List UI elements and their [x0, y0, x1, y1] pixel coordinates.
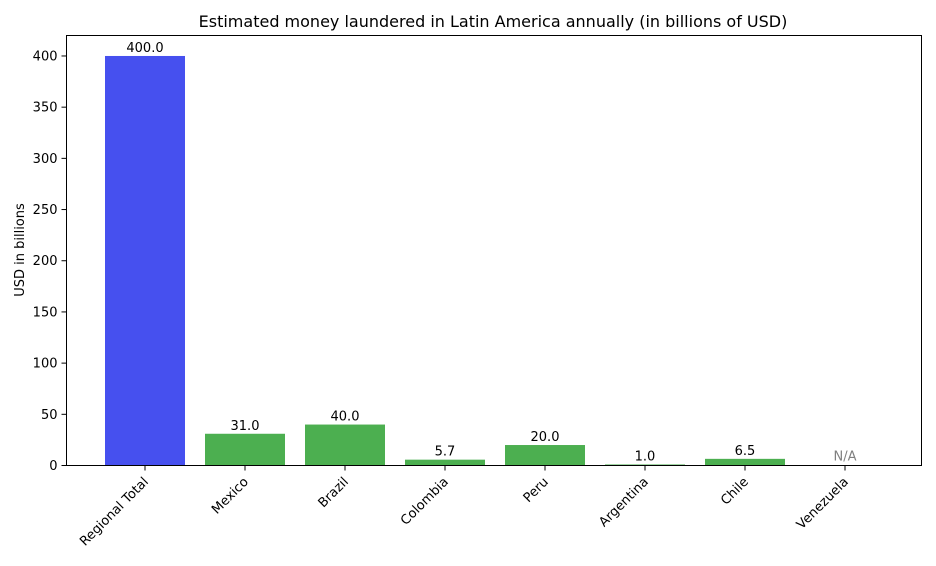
x-tick-label: Chile [718, 475, 752, 509]
x-tick-label: Peru [521, 475, 552, 506]
bar-peru [505, 445, 585, 466]
y-tick-label: 100 [33, 357, 58, 372]
x-tick-label: Brazil [316, 475, 352, 511]
x-tick-label: Venezuela [794, 475, 852, 533]
chart-title: Estimated money laundered in Latin Ameri… [199, 12, 788, 31]
data-label: 6.5 [735, 444, 756, 459]
y-tick-label: 0 [49, 459, 57, 474]
bar-colombia [405, 459, 485, 466]
y-tick-label: 250 [33, 203, 58, 218]
bar-argentina [605, 464, 685, 466]
bar-brazil [305, 424, 385, 466]
x-axis-ticks: Regional Total Mexico Brazil Colombia Peru Ar… [77, 465, 852, 550]
data-label: 1.0 [635, 449, 656, 464]
x-tick-label: Colombia [398, 475, 452, 529]
data-label: N/A [834, 450, 857, 465]
x-tick-label: Mexico [209, 475, 252, 518]
y-axis-ticks: 0 50 100 150 200 250 300 350 400 [33, 49, 67, 474]
y-tick-label: 150 [33, 305, 58, 320]
x-tick-label: Argentina [596, 475, 651, 530]
data-label: 20.0 [531, 430, 560, 445]
plot-frame [66, 35, 922, 466]
data-label: 40.0 [331, 410, 360, 425]
bar-mexico [205, 433, 285, 466]
y-tick-label: 350 [33, 101, 58, 116]
data-label: 5.7 [435, 445, 456, 460]
data-label: 31.0 [231, 419, 260, 434]
bar-regional-total [105, 55, 185, 466]
data-labels-group: 400.0 31.0 40.0 5.7 20.0 1.0 6.5 N/A [126, 41, 856, 465]
y-axis-label: USD in billions [13, 203, 28, 297]
y-tick-label: 50 [41, 408, 58, 423]
x-tick-label: Regional Total [77, 475, 152, 550]
y-tick-label: 200 [33, 254, 58, 269]
y-tick-label: 400 [33, 49, 58, 64]
y-tick-label: 300 [33, 152, 58, 167]
bars-group [105, 55, 785, 466]
data-label: 400.0 [126, 41, 163, 56]
bar-chile [705, 458, 785, 466]
